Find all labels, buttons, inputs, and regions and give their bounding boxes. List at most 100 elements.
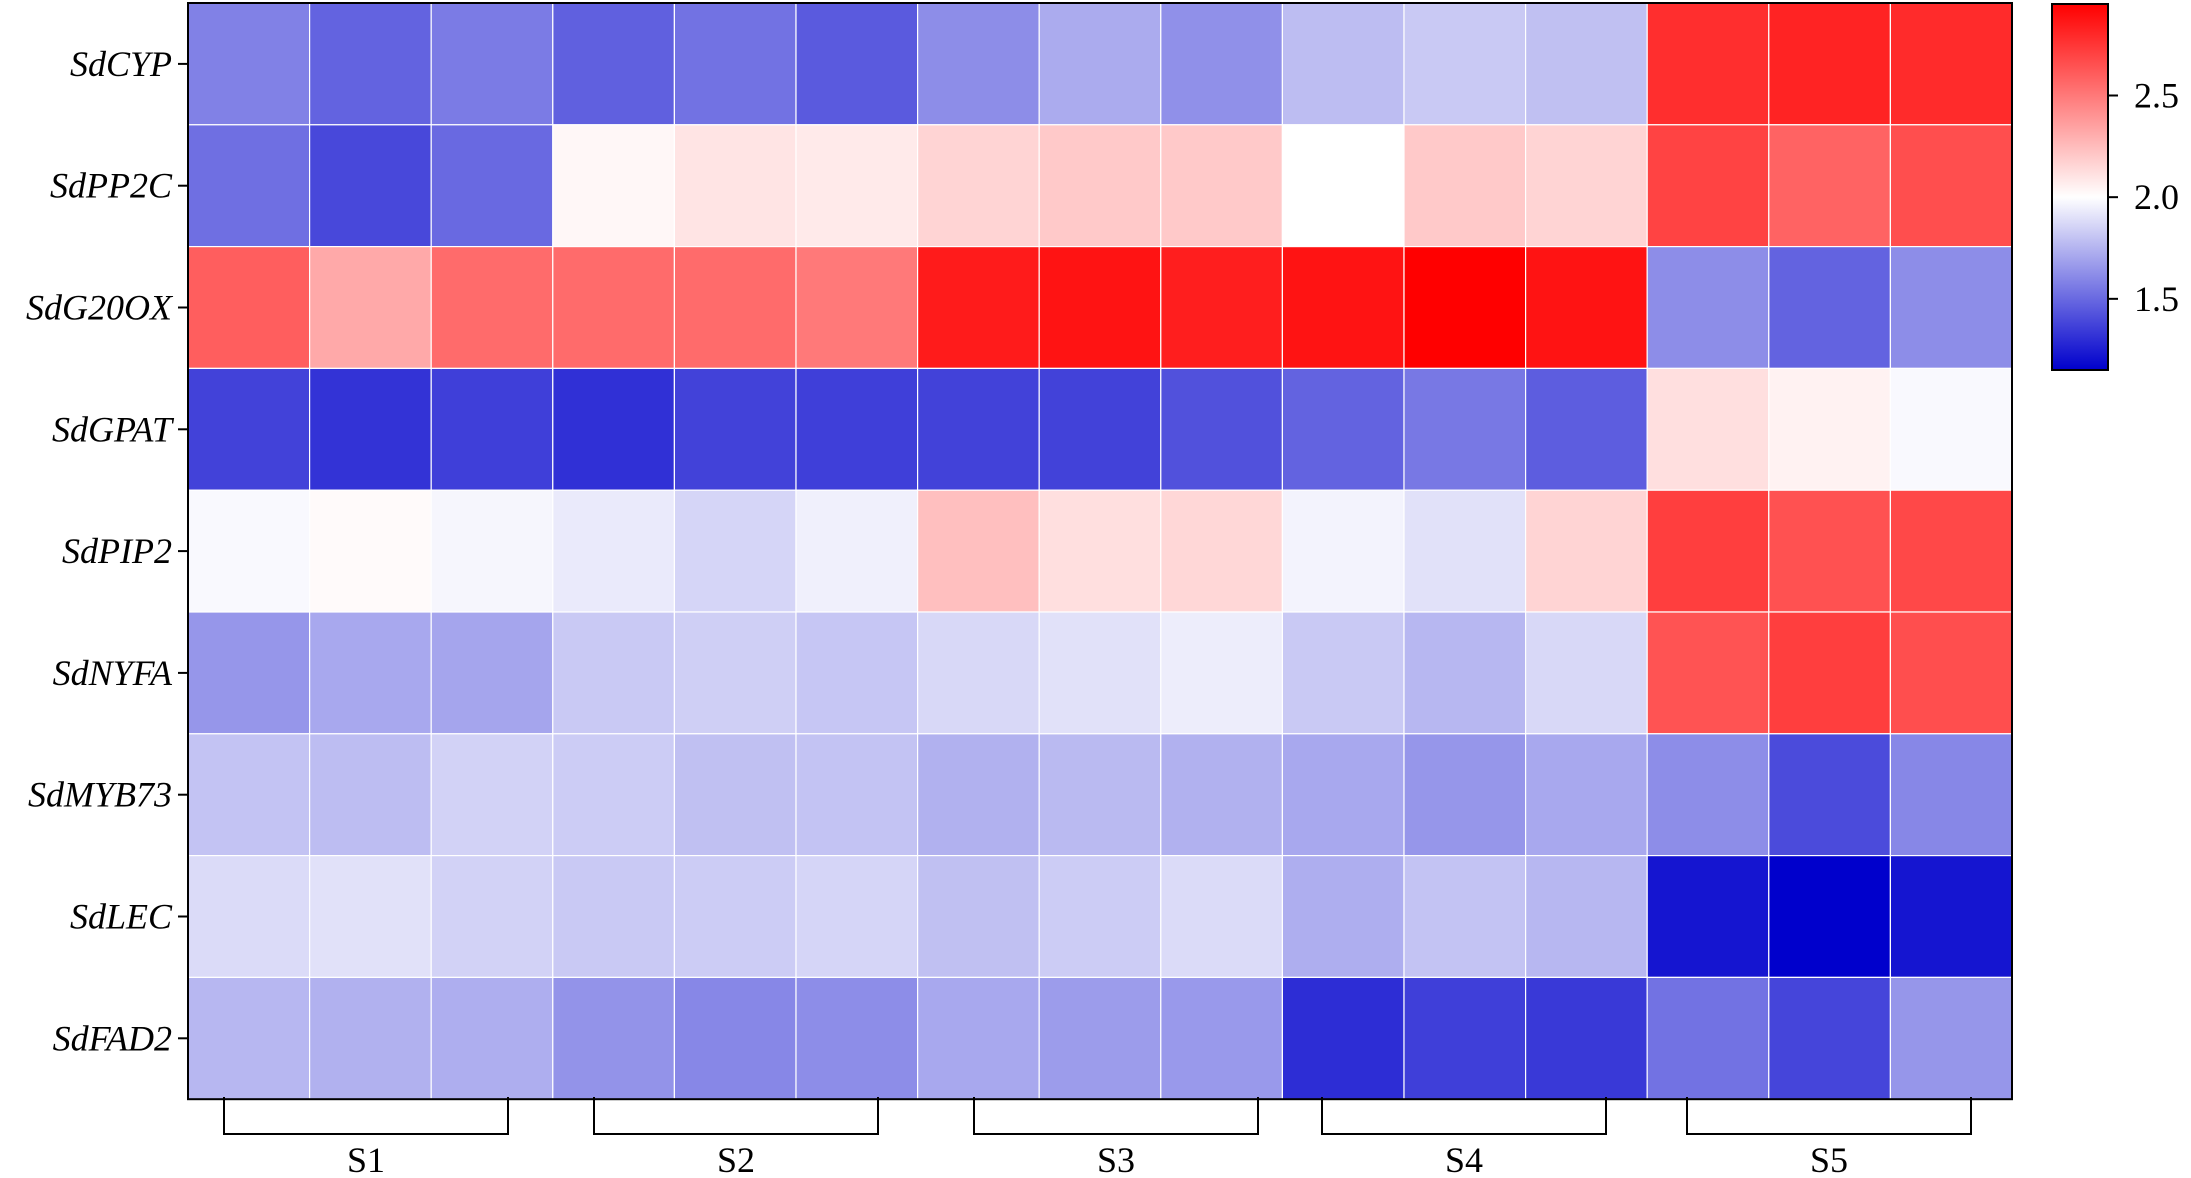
heatmap-cell bbox=[1889, 854, 2013, 978]
heatmap-cell bbox=[1160, 489, 1284, 613]
heatmap-cell bbox=[1768, 733, 1892, 857]
colorbar: 1.5 2.0 2.5 bbox=[2051, 3, 2179, 371]
heatmap-cell bbox=[309, 976, 432, 1100]
heatmap-cell bbox=[1038, 367, 1162, 491]
heatmap-cell bbox=[1281, 246, 1405, 370]
heatmap-cell bbox=[1038, 733, 1162, 857]
heatmap-cell bbox=[1524, 854, 1648, 978]
heatmap-cell bbox=[1160, 854, 1284, 978]
heatmap-cell bbox=[1281, 976, 1405, 1100]
heatmap-cell bbox=[795, 2, 919, 126]
heatmap-cell bbox=[795, 976, 919, 1100]
heatmap-cell bbox=[1160, 2, 1284, 126]
heatmap-cell bbox=[673, 733, 797, 857]
row-label: SdNYFA bbox=[53, 653, 173, 693]
heatmap-cell bbox=[673, 246, 797, 370]
heatmap-cell bbox=[916, 489, 1040, 613]
heatmap-cell bbox=[673, 489, 797, 613]
heatmap-cells bbox=[187, 2, 2013, 1100]
row-label: SdFAD2 bbox=[53, 1018, 172, 1058]
row-label: SdLEC bbox=[70, 897, 173, 937]
heatmap-cell bbox=[916, 854, 1040, 978]
heatmap-cell bbox=[552, 246, 675, 370]
heatmap-cell bbox=[552, 489, 675, 613]
group-bracket bbox=[1321, 1097, 1607, 1135]
heatmap-cell bbox=[1768, 854, 1892, 978]
heatmap-cell bbox=[187, 367, 311, 491]
heatmap-cell bbox=[1889, 611, 2013, 735]
row-label: SdG20OX bbox=[26, 288, 174, 328]
heatmap-cell bbox=[1524, 246, 1648, 370]
heatmap-cell bbox=[1160, 367, 1284, 491]
heatmap-cell bbox=[1403, 124, 1527, 248]
heatmap-cell bbox=[1281, 367, 1405, 491]
heatmap-cell bbox=[187, 489, 311, 613]
heatmap-cell bbox=[309, 246, 432, 370]
colorbar-tick-label: 1.5 bbox=[2134, 279, 2179, 319]
heatmap-cell bbox=[430, 367, 554, 491]
heatmap-cell bbox=[1281, 124, 1405, 248]
heatmap-cell bbox=[795, 367, 919, 491]
heatmap-cell bbox=[1281, 489, 1405, 613]
heatmap-cell bbox=[795, 733, 919, 857]
heatmap-cell bbox=[1524, 2, 1648, 126]
heatmap-cell bbox=[187, 246, 311, 370]
heatmap-cell bbox=[1403, 2, 1527, 126]
row-labels: SdCYP SdPP2C SdG20OX SdGPAT SdPIP2 SdNYFA SdMY… bbox=[26, 44, 188, 1058]
heatmap-cell bbox=[916, 733, 1040, 857]
heatmap-cell bbox=[1281, 2, 1405, 126]
heatmap-cell bbox=[916, 611, 1040, 735]
heatmap-cell bbox=[1768, 976, 1892, 1100]
heatmap-cell bbox=[916, 2, 1040, 126]
heatmap-cell bbox=[673, 611, 797, 735]
heatmap-cell bbox=[1038, 854, 1162, 978]
heatmap-cell bbox=[1768, 124, 1892, 248]
heatmap-cell bbox=[430, 976, 554, 1100]
heatmap-cell bbox=[187, 611, 311, 735]
heatmap-cell bbox=[1403, 489, 1527, 613]
heatmap-cell bbox=[1038, 489, 1162, 613]
group-label: S2 bbox=[717, 1140, 755, 1178]
heatmap-cell bbox=[1403, 976, 1527, 1100]
heatmap-cell bbox=[1160, 246, 1284, 370]
row-label: SdGPAT bbox=[52, 409, 175, 449]
heatmap-cell bbox=[795, 246, 919, 370]
heatmap-cell bbox=[916, 124, 1040, 248]
heatmap-cell bbox=[187, 976, 311, 1100]
column-group-brackets: S1 S2 S3 S4 S5 bbox=[223, 1097, 1972, 1178]
group-bracket bbox=[593, 1097, 879, 1135]
heatmap-cell bbox=[1281, 733, 1405, 857]
heatmap-cell bbox=[1038, 124, 1162, 248]
group-label: S1 bbox=[347, 1140, 385, 1178]
group-label: S4 bbox=[1445, 1140, 1483, 1178]
heatmap-cell bbox=[1038, 246, 1162, 370]
heatmap-cell bbox=[1646, 611, 1770, 735]
heatmap-cell bbox=[1524, 733, 1648, 857]
heatmap-cell bbox=[1160, 611, 1284, 735]
heatmap-cell bbox=[309, 2, 432, 126]
heatmap-cell bbox=[552, 854, 675, 978]
heatmap-cell bbox=[1889, 976, 2013, 1100]
heatmap-cell bbox=[1403, 733, 1527, 857]
heatmap-cell bbox=[1646, 246, 1770, 370]
heatmap-cell bbox=[1646, 124, 1770, 248]
heatmap-cell bbox=[795, 854, 919, 978]
heatmap-cell bbox=[1524, 611, 1648, 735]
heatmap-cell bbox=[1403, 611, 1527, 735]
heatmap-cell bbox=[1768, 367, 1892, 491]
heatmap-cell bbox=[1038, 2, 1162, 126]
heatmap-cell bbox=[1889, 489, 2013, 613]
heatmap-cell bbox=[1524, 124, 1648, 248]
heatmap-cell bbox=[673, 367, 797, 491]
heatmap-cell bbox=[309, 489, 432, 613]
heatmap-cell bbox=[795, 611, 919, 735]
row-label: SdPIP2 bbox=[62, 531, 172, 571]
heatmap-cell bbox=[795, 489, 919, 613]
heatmap-cell bbox=[1524, 367, 1648, 491]
heatmap-cell bbox=[1646, 976, 1770, 1100]
heatmap-cell bbox=[1160, 976, 1284, 1100]
heatmap-cell bbox=[430, 854, 554, 978]
heatmap-cell bbox=[430, 246, 554, 370]
heatmap-cell bbox=[1524, 976, 1648, 1100]
heatmap-cell bbox=[430, 489, 554, 613]
